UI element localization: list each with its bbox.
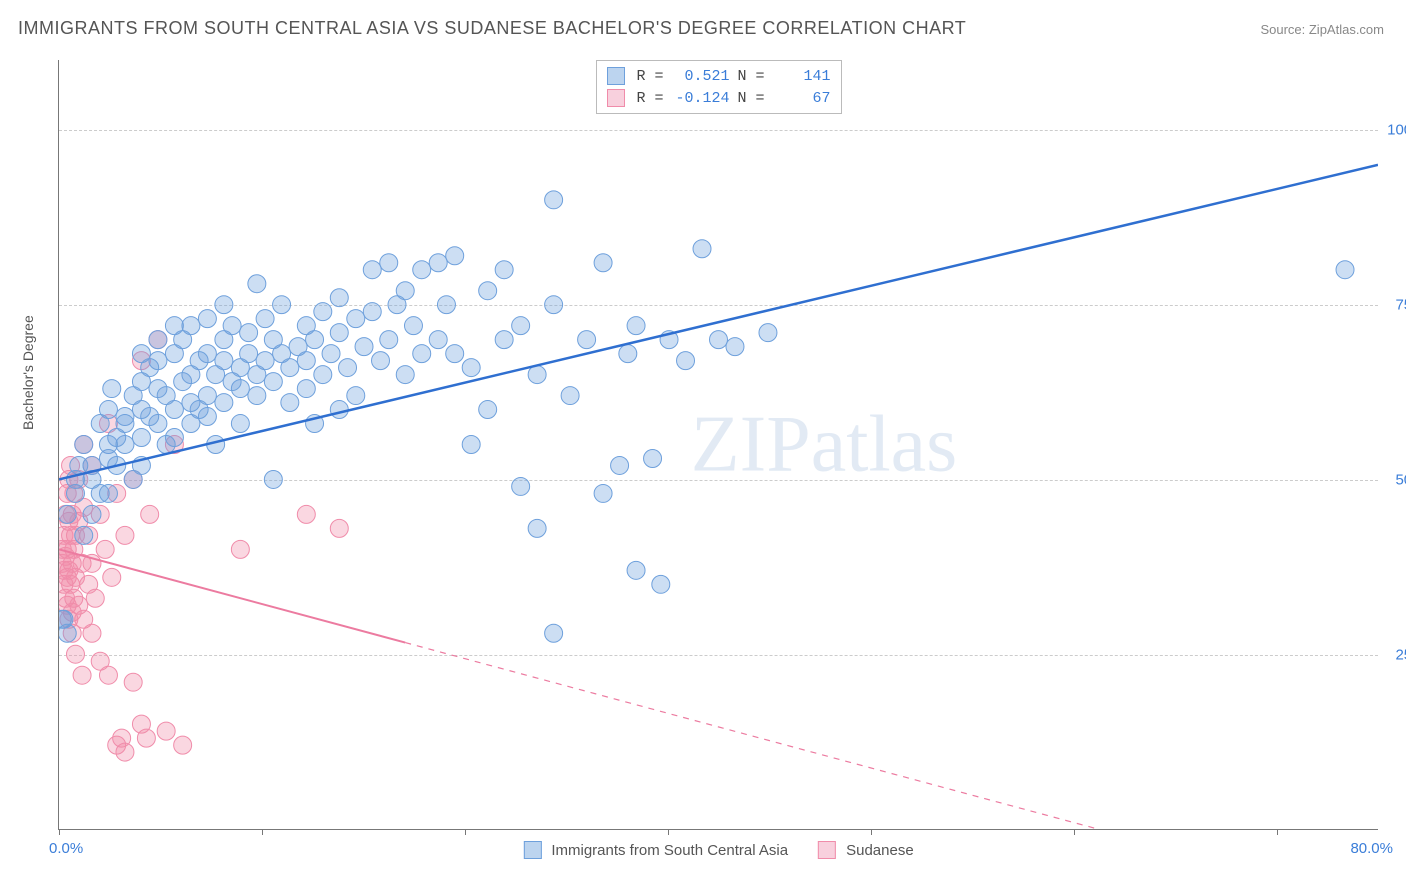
y-tick-label: 100.0% xyxy=(1387,122,1406,139)
x-axis-max-label: 80.0% xyxy=(1350,840,1393,857)
x-tick xyxy=(668,829,669,835)
swatch-series-1 xyxy=(607,67,625,85)
source-link[interactable]: ZipAtlas.com xyxy=(1309,22,1384,37)
scatter-plot-svg xyxy=(59,60,1378,829)
n-value-1: 141 xyxy=(776,68,831,85)
swatch-bottom-1 xyxy=(523,841,541,859)
x-tick xyxy=(1277,829,1278,835)
legend-label-1: Immigrants from South Central Asia xyxy=(551,842,788,859)
legend-row-series-1: R = 0.521 N = 141 xyxy=(607,65,831,87)
r-value-2: -0.124 xyxy=(675,90,730,107)
x-axis-min-label: 0.0% xyxy=(49,840,83,857)
n-label-1: N = xyxy=(738,68,768,85)
x-tick xyxy=(1074,829,1075,835)
legend-row-series-2: R = -0.124 N = 67 xyxy=(607,87,831,109)
series-legend: Immigrants from South Central Asia Sudan… xyxy=(523,841,913,859)
y-axis-label: Bachelor's Degree xyxy=(20,315,36,430)
correlation-legend: R = 0.521 N = 141 R = -0.124 N = 67 xyxy=(596,60,842,114)
swatch-bottom-2 xyxy=(818,841,836,859)
r-label-2: R = xyxy=(637,90,667,107)
n-label-2: N = xyxy=(738,90,768,107)
y-tick-label: 75.0% xyxy=(1395,297,1406,314)
source-prefix: Source: xyxy=(1260,22,1308,37)
source-attribution: Source: ZipAtlas.com xyxy=(1260,22,1384,37)
x-tick xyxy=(871,829,872,835)
x-tick xyxy=(262,829,263,835)
y-tick-label: 50.0% xyxy=(1395,472,1406,489)
swatch-series-2 xyxy=(607,89,625,107)
chart-plot-area: ZIPatlas R = 0.521 N = 141 R = -0.124 N … xyxy=(58,60,1378,830)
r-label-1: R = xyxy=(637,68,667,85)
legend-item-series-2: Sudanese xyxy=(818,841,914,859)
y-tick-label: 25.0% xyxy=(1395,647,1406,664)
chart-title: IMMIGRANTS FROM SOUTH CENTRAL ASIA VS SU… xyxy=(18,18,966,39)
n-value-2: 67 xyxy=(776,90,831,107)
legend-item-series-1: Immigrants from South Central Asia xyxy=(523,841,788,859)
r-value-1: 0.521 xyxy=(675,68,730,85)
legend-label-2: Sudanese xyxy=(846,842,914,859)
x-tick xyxy=(59,829,60,835)
x-tick xyxy=(465,829,466,835)
